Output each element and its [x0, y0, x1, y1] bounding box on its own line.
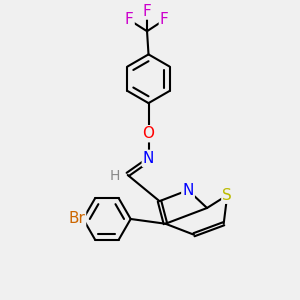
Text: F: F	[125, 12, 134, 27]
Text: F: F	[160, 12, 169, 27]
Text: H: H	[110, 169, 120, 183]
Text: N: N	[143, 151, 154, 166]
Text: S: S	[222, 188, 232, 203]
Text: O: O	[142, 126, 154, 141]
Text: F: F	[143, 4, 152, 19]
Text: Br: Br	[68, 212, 85, 226]
Text: N: N	[182, 183, 194, 198]
